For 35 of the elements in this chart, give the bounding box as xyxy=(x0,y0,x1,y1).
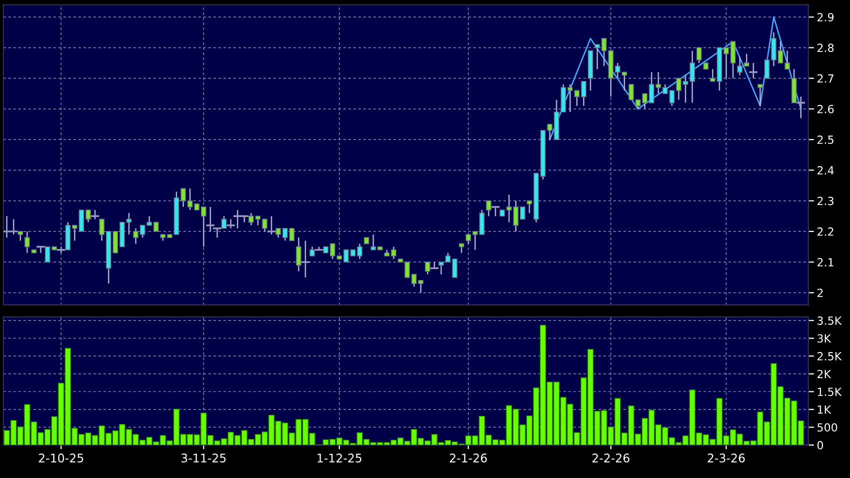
y-tick-label: 2.3 xyxy=(818,196,834,206)
candlestick xyxy=(24,230,30,254)
candlestick xyxy=(310,246,315,257)
y-tick-label: 2.2 xyxy=(818,227,834,236)
candlestick xyxy=(758,84,763,106)
y-tick-label: 2.7 xyxy=(818,74,834,83)
y-tick-label: 2.5 xyxy=(818,136,834,144)
y-tick-label: 3K xyxy=(818,334,832,343)
x-tick-label: 2-10-25 xyxy=(38,454,84,462)
y-tick-label: 1K xyxy=(818,406,832,414)
candlestick xyxy=(696,47,702,64)
y-tick-label: 2 xyxy=(818,288,823,297)
candlestick xyxy=(424,261,430,275)
y-tick-label: 3.5K xyxy=(818,316,842,325)
y-tick-label: 2K xyxy=(818,370,832,378)
y-tick-label: 2.8 xyxy=(818,44,834,52)
x-tick-label: 2-3-26 xyxy=(708,454,745,462)
x-tick-label: 3-11-25 xyxy=(181,454,226,462)
x-tick-label: 1-12-25 xyxy=(318,454,362,462)
candlestick xyxy=(296,236,302,272)
y-tick-label: 1.5K xyxy=(818,388,842,396)
y-tick-label: 2.5K xyxy=(818,352,842,360)
candlestick xyxy=(18,230,23,242)
candlestick xyxy=(486,200,492,217)
y-tick-label: 2.4 xyxy=(818,166,834,174)
x-tick-label: 2-2-26 xyxy=(592,454,630,462)
candlestick xyxy=(479,209,485,236)
y-tick-label: 2.1 xyxy=(818,258,834,266)
y-tick-label: 500 xyxy=(818,423,838,432)
x-tick-label: 2-1-26 xyxy=(450,454,487,462)
line-series xyxy=(549,16,802,140)
y-tick-label: 2.6 xyxy=(818,104,834,114)
y-tick-label: 2.9 xyxy=(818,13,834,22)
candlestick xyxy=(221,216,227,230)
y-tick-label: 0 xyxy=(817,440,824,450)
